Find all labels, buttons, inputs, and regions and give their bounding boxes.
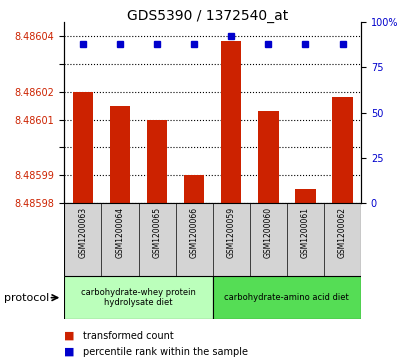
Bar (221, 41, 242, 203)
Text: percentile rank within the sample: percentile rank within the sample (83, 347, 248, 357)
Text: ■: ■ (64, 331, 75, 341)
Text: ■: ■ (64, 347, 75, 357)
Text: protocol: protocol (4, 293, 49, 303)
Text: carbohydrate-amino acid diet: carbohydrate-amino acid diet (225, 293, 349, 302)
Text: GSM1200062: GSM1200062 (338, 207, 347, 258)
Bar (332, 97, 353, 203)
Bar (213, 276, 361, 319)
Text: GSM1200066: GSM1200066 (190, 207, 199, 258)
Bar (184, 175, 204, 203)
Bar (147, 119, 167, 203)
Text: carbohydrate-whey protein
hydrolysate diet: carbohydrate-whey protein hydrolysate di… (81, 288, 196, 307)
Text: GSM1200059: GSM1200059 (227, 207, 236, 258)
Text: GSM1200061: GSM1200061 (301, 207, 310, 258)
Bar (110, 106, 130, 203)
Bar (295, 189, 316, 203)
Text: GDS5390 / 1372540_at: GDS5390 / 1372540_at (127, 9, 288, 23)
Text: GSM1200064: GSM1200064 (115, 207, 124, 258)
Text: GSM1200060: GSM1200060 (264, 207, 273, 258)
Text: GSM1200065: GSM1200065 (153, 207, 161, 258)
Text: GSM1200063: GSM1200063 (78, 207, 88, 258)
Bar (73, 91, 93, 203)
Text: transformed count: transformed count (83, 331, 174, 341)
Bar (258, 111, 278, 203)
Bar (64, 276, 213, 319)
